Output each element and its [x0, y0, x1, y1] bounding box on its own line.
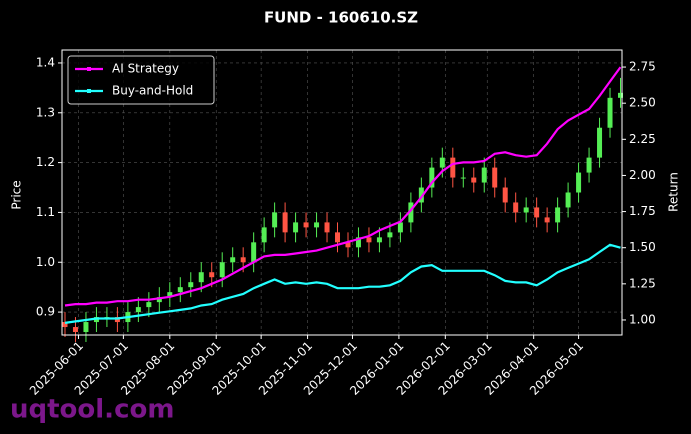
candle-body — [324, 222, 330, 233]
candle-body — [72, 327, 78, 333]
candle-body — [513, 202, 519, 213]
chart-title: FUND - 160610.SZ — [264, 9, 418, 27]
y2-tick-label: 2.50 — [629, 96, 656, 110]
candle-body — [429, 167, 435, 188]
legend-marker — [87, 89, 91, 93]
candle-body — [156, 297, 162, 303]
watermark: uqtool.com — [10, 395, 174, 425]
candle-body — [618, 92, 624, 98]
candle-body — [481, 167, 487, 183]
y2-tick-label: 2.25 — [629, 132, 656, 146]
legend-box — [67, 55, 215, 105]
y2-tick-label: 1.25 — [629, 276, 656, 290]
candle-body — [209, 272, 215, 278]
candle-body — [460, 177, 466, 179]
y2-tick-label: 2.00 — [629, 168, 656, 182]
candle-body — [177, 287, 183, 293]
y-tick-label: 1.4 — [36, 55, 55, 69]
candle-body — [261, 227, 267, 243]
y-tick-label: 1.1 — [36, 205, 55, 219]
y-tick-label: 1.2 — [36, 155, 55, 169]
candle-body — [219, 262, 225, 278]
y2-tick-label: 1.75 — [629, 204, 656, 218]
candle-body — [544, 217, 550, 223]
candle-body — [555, 207, 561, 223]
candle-body — [534, 207, 540, 218]
legend-label: Buy-and-Hold — [112, 84, 193, 98]
candle-body — [607, 97, 613, 128]
candle-body — [366, 237, 372, 243]
candle-body — [597, 127, 603, 158]
candle-body — [314, 222, 320, 228]
legend: AI Strategy Buy-and-Hold — [67, 55, 215, 105]
candle-body — [408, 202, 414, 223]
candle-body — [167, 292, 173, 298]
candle-body — [397, 222, 403, 233]
candle-body — [303, 222, 309, 228]
y-tick-label: 1.3 — [36, 105, 55, 119]
y2-tick-label: 1.50 — [629, 240, 656, 254]
candle-body — [230, 257, 236, 263]
candle-body — [471, 177, 477, 183]
y-axis-label: Price — [10, 180, 24, 209]
candle-body — [565, 192, 571, 208]
plot-frame — [61, 49, 623, 336]
candle-body — [240, 257, 246, 263]
line-series — [64, 66, 622, 307]
candle-body — [135, 307, 141, 313]
y2-axis-label: Return — [667, 172, 681, 212]
candle-body — [450, 157, 456, 178]
candle-body — [293, 222, 299, 233]
candle-body — [198, 272, 204, 283]
candle-body — [586, 157, 592, 173]
candle-body — [282, 212, 288, 233]
y2-tick-label: 2.75 — [629, 60, 656, 74]
candle-body — [576, 172, 582, 193]
candle-body — [439, 157, 445, 168]
candle-body — [335, 232, 341, 243]
line-series — [64, 243, 621, 324]
candle-body — [492, 167, 498, 188]
candle-body — [146, 302, 152, 308]
candle-body — [272, 212, 278, 228]
y-tick-label: 0.9 — [36, 305, 55, 319]
candle-body — [188, 282, 194, 288]
legend-label: AI Strategy — [112, 62, 179, 76]
candle-body — [355, 237, 361, 248]
y-tick-label: 1.0 — [36, 255, 55, 269]
y2-tick-label: 1.00 — [629, 312, 656, 326]
candle-body — [418, 187, 424, 203]
candle-body — [387, 232, 393, 238]
candle-body — [83, 322, 89, 333]
legend-marker — [87, 67, 91, 71]
candle-body — [523, 207, 529, 213]
candle-body — [376, 237, 382, 243]
candle-body — [345, 242, 351, 248]
candle-body — [502, 187, 508, 203]
candle-body — [251, 242, 257, 263]
candle-body — [62, 322, 68, 328]
